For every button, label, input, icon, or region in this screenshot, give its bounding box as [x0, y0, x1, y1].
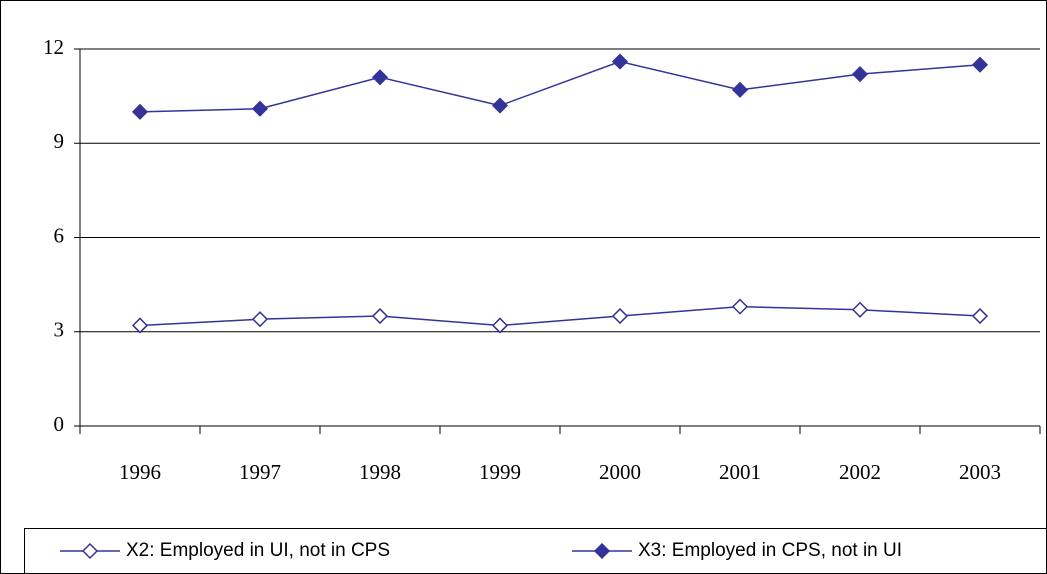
marker [971, 307, 989, 325]
legend-label: X3: Employed in CPS, not in UI [638, 540, 902, 561]
x-tick-label: 2003 [959, 460, 1001, 484]
x-tick-label: 1999 [479, 460, 521, 484]
y-tick-label: 0 [54, 412, 65, 436]
x-tick-label: 1997 [239, 460, 281, 484]
legend-box [24, 528, 1047, 574]
x-tick-label: 2002 [839, 460, 881, 484]
legend-label: X2: Employed in UI, not in CPS [126, 540, 390, 561]
y-tick-label: 3 [54, 318, 65, 342]
marker [971, 56, 989, 73]
y-tick-label: 6 [54, 223, 65, 247]
marker [371, 307, 389, 325]
marker [731, 298, 749, 315]
marker [731, 81, 749, 98]
marker [131, 317, 149, 334]
marker [611, 307, 629, 325]
marker [251, 100, 269, 117]
series-line [139, 60, 981, 113]
marker [251, 311, 269, 328]
marker [851, 66, 869, 83]
marker [131, 103, 149, 120]
series-line [139, 305, 981, 327]
x-tick-label: 2001 [719, 460, 761, 484]
y-tick-label: 12 [43, 35, 64, 59]
y-tick-label: 9 [54, 129, 65, 153]
marker [81, 542, 99, 560]
marker [593, 542, 611, 560]
x-tick-label: 1998 [359, 460, 401, 484]
marker [491, 97, 509, 114]
x-tick-label: 2000 [599, 460, 641, 484]
marker [611, 53, 629, 70]
marker [491, 317, 509, 334]
marker [851, 301, 869, 318]
x-tick-label: 1996 [119, 460, 161, 484]
marker [371, 69, 389, 86]
